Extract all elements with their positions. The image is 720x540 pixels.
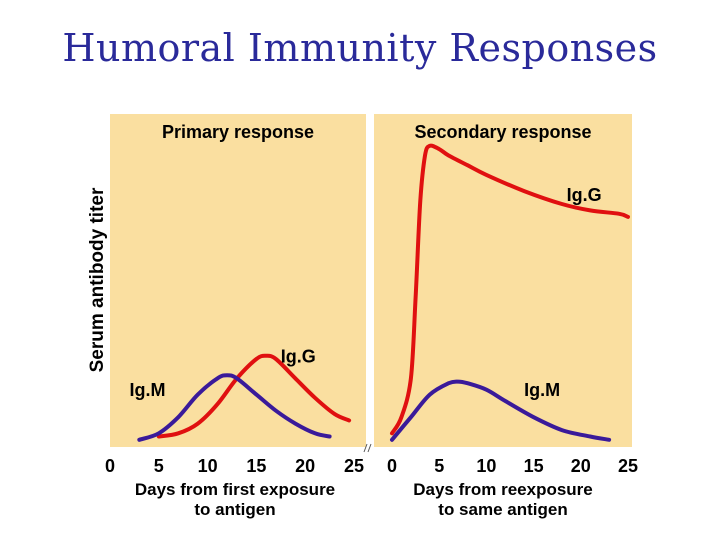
secondary-response-panel: Secondary response Ig.G Ig.M 0 5 10 15 20 25 Days…	[374, 114, 638, 519]
data-point	[255, 393, 257, 395]
x-axis-label: Days from first exposure	[135, 480, 335, 499]
panel-title: Primary response	[162, 122, 314, 142]
data-point	[447, 154, 449, 156]
x-tick-label: 10	[476, 456, 496, 476]
data-point	[429, 393, 431, 395]
data-point	[466, 382, 468, 384]
primary-response-panel: Primary response Ig.G Ig.M 0 5 10 15 20 25 Days f…	[105, 114, 366, 519]
series-line-igm	[390, 379, 612, 442]
data-point	[294, 422, 296, 424]
data-point	[333, 413, 335, 415]
series-line-igg	[390, 143, 630, 436]
data-point	[589, 435, 591, 437]
data-point	[216, 377, 218, 379]
x-tick-label: 25	[618, 456, 638, 476]
data-point	[532, 416, 534, 418]
x-tick-label: 20	[295, 456, 315, 476]
data-point	[236, 377, 238, 379]
data-point	[424, 154, 426, 156]
data-point	[328, 435, 330, 437]
x-axis-label: to antigen	[194, 500, 275, 519]
series-line-igg	[156, 353, 352, 439]
data-point	[400, 416, 402, 418]
x-tick-label: 25	[344, 456, 364, 476]
x-tick-label: 0	[105, 456, 115, 476]
data-point	[466, 164, 468, 166]
panels: Primary response Ig.G Ig.M 0 5 10 15 20 25 Days f…	[105, 114, 638, 519]
data-point	[485, 174, 487, 176]
data-point	[275, 410, 277, 412]
data-point	[608, 439, 610, 441]
x-tick-label: 0	[387, 456, 397, 476]
data-point	[504, 400, 506, 402]
data-point	[314, 397, 316, 399]
data-point	[255, 358, 257, 360]
data-point	[391, 432, 393, 434]
data-point	[197, 422, 199, 424]
data-point	[177, 416, 179, 418]
data-point	[447, 382, 449, 384]
data-point	[438, 148, 440, 150]
data-point	[265, 355, 267, 357]
data-point	[158, 432, 160, 434]
data-point	[429, 145, 431, 147]
x-tick-label: 5	[154, 456, 164, 476]
series-line-igm	[137, 373, 332, 442]
data-point	[275, 358, 277, 360]
data-point	[561, 203, 563, 205]
data-point	[410, 377, 412, 379]
data-point	[617, 212, 619, 214]
series-label: Ig.M	[130, 380, 166, 400]
data-point	[523, 190, 525, 192]
data-point	[294, 377, 296, 379]
x-tick-label: 15	[524, 456, 544, 476]
x-axis-label: Days from reexposure	[413, 480, 593, 499]
data-point	[561, 429, 563, 431]
axis-break-marker	[363, 443, 372, 453]
x-tick-label: 20	[571, 456, 591, 476]
plot-background	[374, 114, 632, 447]
data-point	[226, 374, 228, 376]
x-tick-label: 15	[246, 456, 266, 476]
data-point	[391, 439, 393, 441]
x-tick-label: 5	[434, 456, 444, 476]
data-point	[410, 416, 412, 418]
y-axis-label: Serum antibody titer	[87, 187, 108, 372]
data-point	[414, 296, 416, 298]
data-point	[627, 216, 629, 218]
panel-title: Secondary response	[414, 122, 591, 142]
data-point	[419, 200, 421, 202]
series-label: Ig.M	[524, 380, 560, 400]
data-point	[589, 209, 591, 211]
plot-background	[110, 114, 366, 447]
data-point	[457, 380, 459, 382]
x-axis-label: to same antigen	[438, 500, 567, 519]
data-point	[216, 403, 218, 405]
slide-title: Humoral Immunity Responses	[62, 26, 658, 70]
data-point	[197, 393, 199, 395]
series-label: Ig.G	[567, 185, 602, 205]
data-point	[485, 389, 487, 391]
data-point	[177, 432, 179, 434]
x-tick-label: 10	[198, 456, 218, 476]
series-label: Ig.G	[281, 346, 316, 366]
data-point	[138, 439, 140, 441]
data-point	[314, 432, 316, 434]
data-point	[348, 419, 350, 421]
